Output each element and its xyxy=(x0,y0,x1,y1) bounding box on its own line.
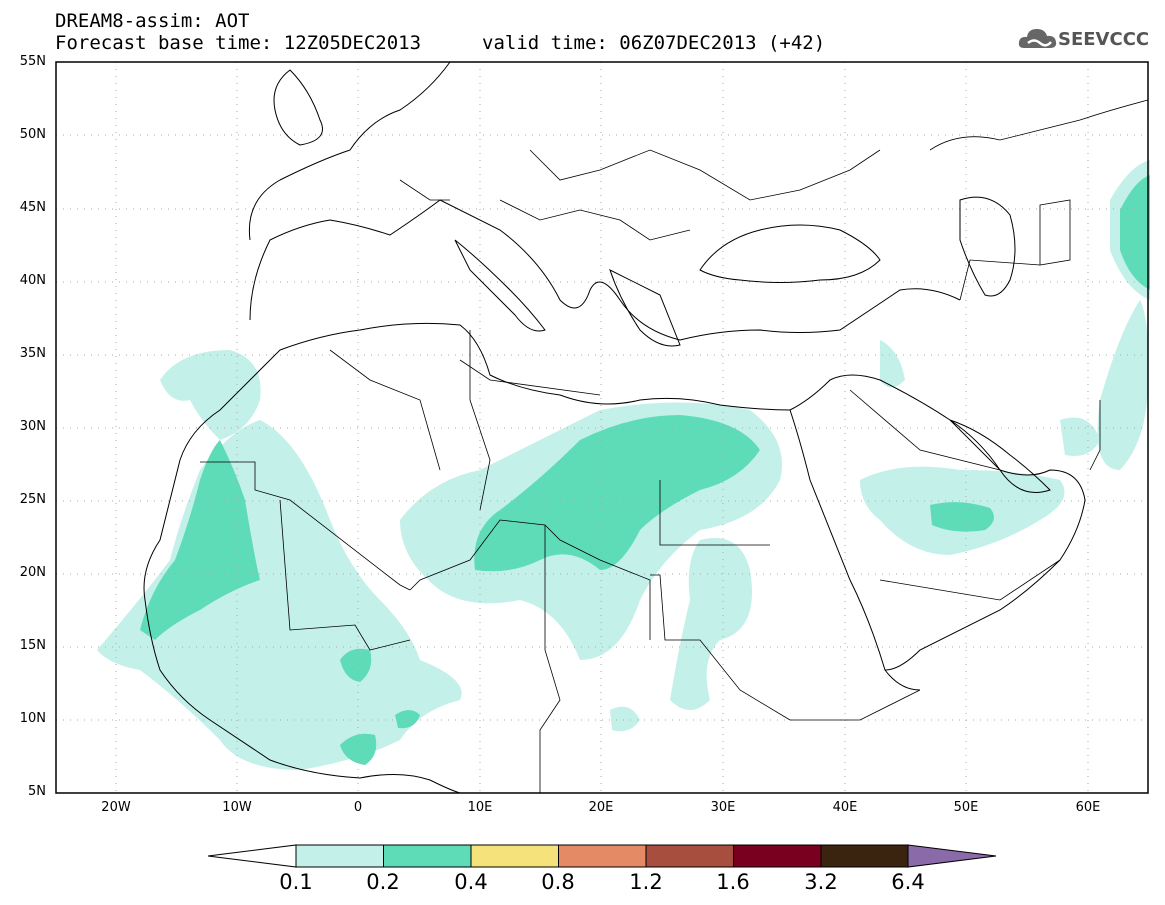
colorbar-label: 0.8 xyxy=(541,870,575,894)
colorbar-boxes xyxy=(295,844,909,868)
aot-medium-regions xyxy=(140,175,1150,765)
lat-label: 25N xyxy=(19,492,46,507)
coast-greece xyxy=(609,269,681,347)
aot-region-sudan xyxy=(670,538,752,710)
aot-core-ghana xyxy=(340,733,377,765)
aot-region-gulf xyxy=(1060,417,1100,456)
aot-region-iraq xyxy=(880,340,905,388)
colorbar-label: 1.6 xyxy=(716,870,750,894)
lat-label: 55N xyxy=(19,54,46,69)
coast-redsea xyxy=(789,409,921,691)
coast-africa-north xyxy=(179,322,791,461)
lon-label: 50E xyxy=(953,800,979,815)
colorbar-label: 6.4 xyxy=(891,870,925,894)
aot-region-chad-south xyxy=(610,706,640,732)
colorbar-label: 1.2 xyxy=(629,870,663,894)
coast-italy xyxy=(454,239,546,332)
aot-core-nigeria xyxy=(395,710,420,729)
lat-label: 10N xyxy=(19,711,46,726)
lon-label: 20E xyxy=(588,800,614,815)
lat-label: 45N xyxy=(19,200,46,215)
country-borders xyxy=(200,99,1149,793)
map-gridlines xyxy=(56,62,1148,793)
colorbar-box xyxy=(295,844,384,868)
lat-label: 40N xyxy=(19,273,46,288)
lat-label: 15N xyxy=(19,638,46,653)
lon-label: 0 xyxy=(353,800,363,815)
colorbar-label: 3.2 xyxy=(804,870,838,894)
map-frame xyxy=(55,61,1149,794)
coast-uk xyxy=(273,69,323,146)
coast-arabia xyxy=(789,374,1086,671)
aot-core-mali xyxy=(340,648,372,682)
colorbar-box xyxy=(470,844,559,868)
colorbar-box xyxy=(558,844,647,868)
coast-persiangulf xyxy=(949,419,1051,493)
aot-core-westafrica xyxy=(140,440,260,640)
valid-time: valid time: 06Z07DEC2013 (+42) xyxy=(482,32,826,54)
lon-label: 30E xyxy=(710,800,736,815)
coast-europe-north xyxy=(248,61,451,241)
aot-core-kazakh xyxy=(1120,175,1150,290)
coast-europe-south xyxy=(249,199,961,341)
colorbar-label: 0.2 xyxy=(366,870,400,894)
lon-label: 60E xyxy=(1075,800,1101,815)
coast-africa-west xyxy=(143,459,461,794)
forecast-base-time: Forecast base time: 12Z05DEC2013 xyxy=(55,32,422,54)
aot-region-iran-east xyxy=(1097,300,1149,470)
aot-region-westafrica xyxy=(97,420,462,770)
coast-caspian xyxy=(959,196,1016,297)
colorbar-box xyxy=(383,844,472,868)
colorbar-label: 0.1 xyxy=(279,870,313,894)
cloud-icon xyxy=(1018,29,1057,48)
lat-label: 50N xyxy=(19,127,46,142)
colorbar-low-arrow xyxy=(207,844,297,868)
lon-label: 40E xyxy=(832,800,858,815)
lat-label: 35N xyxy=(19,346,46,361)
coastlines xyxy=(143,61,1086,794)
coast-blacksea xyxy=(699,224,881,283)
lat-label: 20N xyxy=(19,565,46,580)
aot-core-sahara xyxy=(474,415,760,572)
colorbar-box xyxy=(645,844,734,868)
chart-title: DREAM8-assim: AOT xyxy=(55,10,250,32)
lon-label: 20W xyxy=(101,800,131,815)
lat-label: 5N xyxy=(28,784,46,799)
colorbar-high-arrow xyxy=(907,844,997,868)
aot-region-atlantic xyxy=(160,350,261,440)
aot-core-arabia xyxy=(930,502,994,532)
seevccc-logo: SEEVCCC xyxy=(1018,24,1158,56)
lat-label: 30N xyxy=(19,419,46,434)
colorbar-box xyxy=(733,844,822,868)
colorbar-label: 0.4 xyxy=(454,870,488,894)
lon-label: 10W xyxy=(222,800,252,815)
lon-label: 10E xyxy=(467,800,493,815)
logo-text: SEEVCCC xyxy=(1058,29,1150,50)
colorbar-box xyxy=(820,844,909,868)
